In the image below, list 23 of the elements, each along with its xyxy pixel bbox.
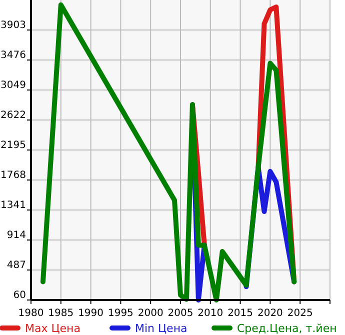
x-tick-label: 1980 bbox=[18, 308, 44, 319]
legend-label: Max Цена bbox=[25, 322, 80, 335]
y-tick-label: 3903 bbox=[0, 20, 26, 31]
y-tick-label: 487 bbox=[6, 260, 26, 271]
y-tick-label: 2622 bbox=[0, 110, 26, 121]
legend-label: Сред.Цена, т.йен bbox=[237, 322, 337, 335]
legend-label: Min Цена bbox=[135, 322, 188, 335]
x-tick-label: 2010 bbox=[198, 308, 224, 319]
y-tick-label: 3049 bbox=[0, 80, 26, 91]
x-tick-label: 2020 bbox=[257, 308, 283, 319]
x-tick-label: 2025 bbox=[287, 308, 313, 319]
y-tick-label: 1768 bbox=[0, 170, 26, 181]
x-tick-label: 2015 bbox=[228, 308, 254, 319]
y-tick-label: 2195 bbox=[0, 140, 26, 151]
y-tick-label: 60 bbox=[13, 290, 26, 301]
x-tick-label: 1985 bbox=[48, 308, 74, 319]
x-tick-label: 1990 bbox=[78, 308, 104, 319]
y-tick-label: 914 bbox=[6, 230, 26, 241]
x-tick-label: 2000 bbox=[138, 308, 164, 319]
x-tick-label: 1995 bbox=[108, 308, 134, 319]
x-tick-label: 2005 bbox=[168, 308, 194, 319]
y-tick-label: 3476 bbox=[0, 50, 26, 61]
y-tick-label: 1341 bbox=[0, 200, 26, 211]
